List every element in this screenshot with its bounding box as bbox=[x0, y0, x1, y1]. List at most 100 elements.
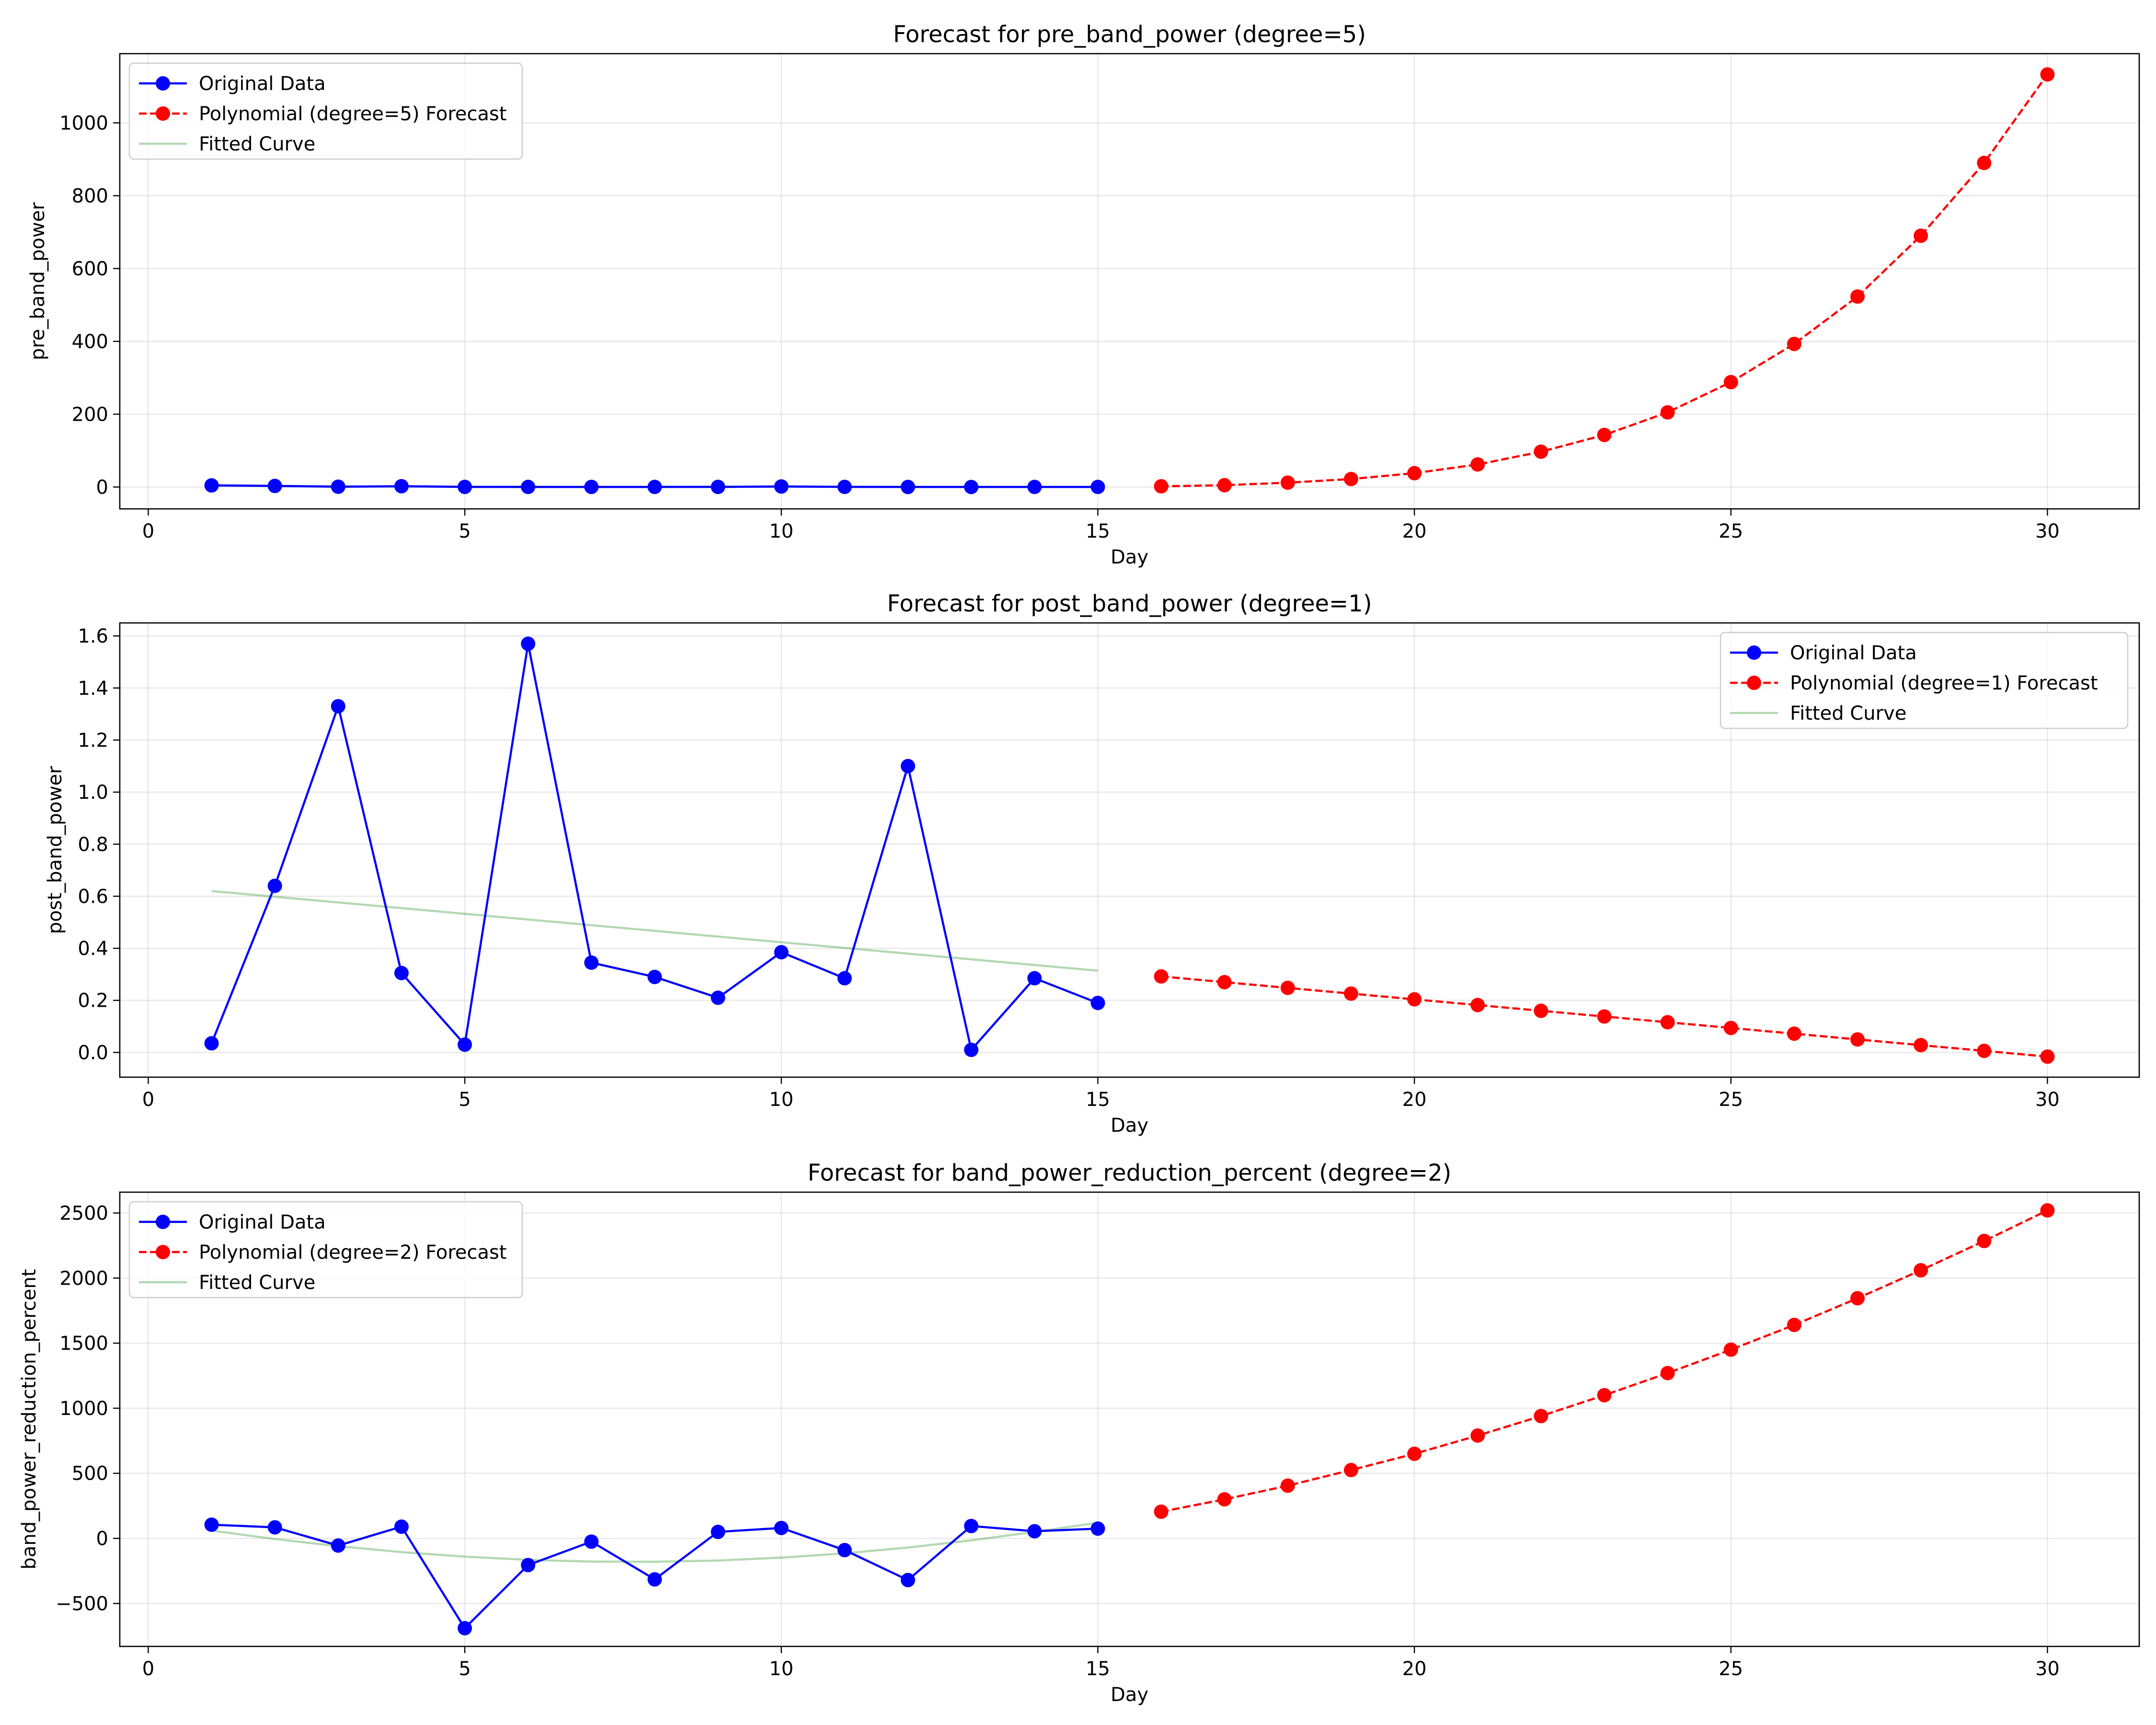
chart-title: Forecast for post_band_power (degree=1) bbox=[887, 590, 1372, 617]
axes-frame bbox=[119, 622, 2140, 1078]
data-point bbox=[331, 1538, 345, 1553]
data-point bbox=[647, 480, 662, 494]
data-point bbox=[1343, 1462, 1358, 1477]
x-tick-label: 20 bbox=[1402, 1089, 1427, 1111]
data-point bbox=[1217, 975, 1232, 989]
data-point bbox=[1534, 1409, 1548, 1424]
data-point bbox=[1407, 992, 1422, 1007]
data-point bbox=[267, 878, 282, 893]
data-point bbox=[331, 699, 345, 713]
data-point bbox=[1597, 427, 1612, 442]
data-point bbox=[1154, 969, 1169, 984]
y-axis-label: band_power_reduction_percent bbox=[18, 1269, 40, 1569]
x-tick-label: 15 bbox=[1086, 1089, 1110, 1111]
data-point bbox=[1090, 996, 1105, 1011]
data-point bbox=[1027, 480, 1042, 494]
data-point bbox=[1914, 1038, 1928, 1053]
legend: Original Data Polynomial (degree=1) Forec… bbox=[1720, 632, 2129, 729]
y-axis-label: post_band_power bbox=[44, 766, 66, 934]
data-point bbox=[1407, 466, 1422, 481]
x-axis-label: Day bbox=[1111, 1684, 1148, 1706]
y-tick-label: 1000 bbox=[59, 1398, 108, 1420]
data-point bbox=[267, 479, 282, 494]
data-point bbox=[394, 479, 409, 494]
x-tick-label: 30 bbox=[2035, 1658, 2060, 1680]
data-point bbox=[837, 971, 852, 986]
chart-title: Forecast for pre_band_power (degree=5) bbox=[893, 21, 1366, 48]
y-tick-label: 400 bbox=[72, 331, 108, 353]
legend-label: Polynomial (degree=5) Forecast bbox=[199, 103, 507, 125]
legend-label: Original Data bbox=[199, 73, 326, 95]
x-tick-label: 0 bbox=[142, 1658, 154, 1680]
legend-label: Fitted Curve bbox=[199, 133, 315, 155]
data-point bbox=[204, 1518, 219, 1532]
data-point bbox=[1723, 1021, 1738, 1035]
data-point bbox=[2040, 67, 2055, 82]
x-axis-label: Day bbox=[1111, 546, 1148, 568]
y-tick-label: 1000 bbox=[59, 112, 108, 134]
data-point bbox=[394, 1519, 409, 1534]
data-point bbox=[964, 1042, 979, 1057]
data-point bbox=[1723, 1342, 1738, 1357]
data-point bbox=[1660, 1015, 1675, 1030]
y-tick-label: 0 bbox=[96, 476, 108, 498]
x-tick-label: 15 bbox=[1086, 520, 1110, 542]
data-point bbox=[2040, 1049, 2055, 1064]
legend-marker bbox=[1747, 645, 1761, 660]
x-axis-label: Day bbox=[1111, 1115, 1148, 1137]
y-tick-label: 800 bbox=[72, 185, 108, 207]
y-tick-label: 0.2 bbox=[78, 990, 108, 1012]
data-point bbox=[1787, 1318, 1801, 1333]
data-point bbox=[1723, 375, 1738, 390]
data-point bbox=[964, 480, 979, 494]
data-point bbox=[964, 1518, 979, 1533]
legend: Original Data Polynomial (degree=2) Forec… bbox=[128, 1201, 523, 1299]
x-tick-label: 30 bbox=[2035, 1089, 2060, 1111]
data-point bbox=[647, 969, 662, 984]
data-point bbox=[521, 636, 536, 651]
axes-frame bbox=[119, 53, 2140, 510]
data-point bbox=[1343, 472, 1358, 486]
legend-label: Fitted Curve bbox=[199, 1272, 315, 1294]
data-point bbox=[204, 1036, 219, 1051]
data-point bbox=[521, 480, 536, 494]
x-tick-label: 10 bbox=[769, 1658, 793, 1680]
data-point bbox=[331, 479, 345, 494]
chart-panel-2: 0 5 10 15 20 25 30 0.0 0.2 0.4 0.6 0.8 1.0 1.2 1.4 1.6 F… bbox=[44, 590, 2140, 1137]
y-tick-label: 500 bbox=[72, 1463, 108, 1485]
x-tick-label: 20 bbox=[1402, 520, 1427, 542]
data-point bbox=[584, 1534, 599, 1549]
data-point bbox=[1534, 1003, 1548, 1018]
chart-panel-1: 0 5 10 15 20 25 30 0 200 400 600 800 1000 Forecast fo… bbox=[27, 21, 2140, 568]
data-point bbox=[1597, 1009, 1612, 1024]
data-point bbox=[458, 1621, 472, 1635]
legend: Original Data Polynomial (degree=5) Forec… bbox=[128, 62, 523, 160]
chart-title: Forecast for band_power_reduction_percen… bbox=[808, 1160, 1452, 1186]
data-point bbox=[204, 478, 219, 493]
data-point bbox=[1977, 1044, 1992, 1058]
y-tick-label: −500 bbox=[56, 1593, 108, 1615]
legend-label: Polynomial (degree=2) Forecast bbox=[199, 1242, 507, 1264]
legend-marker bbox=[1747, 676, 1761, 690]
data-point bbox=[1850, 1032, 1865, 1047]
data-point bbox=[458, 1037, 472, 1052]
x-tick-label: 0 bbox=[142, 520, 154, 542]
x-tick-label: 5 bbox=[459, 1089, 470, 1111]
data-point bbox=[458, 480, 472, 494]
y-tick-label: 0 bbox=[96, 1528, 108, 1550]
data-point bbox=[584, 955, 599, 970]
x-tick-label: 10 bbox=[769, 520, 793, 542]
data-point bbox=[1154, 479, 1169, 494]
x-tick-label: 10 bbox=[769, 1089, 793, 1111]
data-point bbox=[1597, 1388, 1612, 1403]
data-point bbox=[1660, 1366, 1675, 1380]
legend-label: Polynomial (degree=1) Forecast bbox=[1790, 672, 2098, 694]
data-point bbox=[774, 945, 789, 960]
y-tick-label: 2000 bbox=[59, 1267, 108, 1289]
chart-panel-3: 0 5 10 15 20 25 30 −500 0 500 1000 1500 2000 2500 Fore… bbox=[18, 1160, 2140, 1706]
x-tick-label: 25 bbox=[1719, 520, 1743, 542]
y-tick-label: 0.8 bbox=[78, 834, 108, 856]
legend-box bbox=[128, 1201, 523, 1299]
data-point bbox=[1850, 289, 1865, 304]
